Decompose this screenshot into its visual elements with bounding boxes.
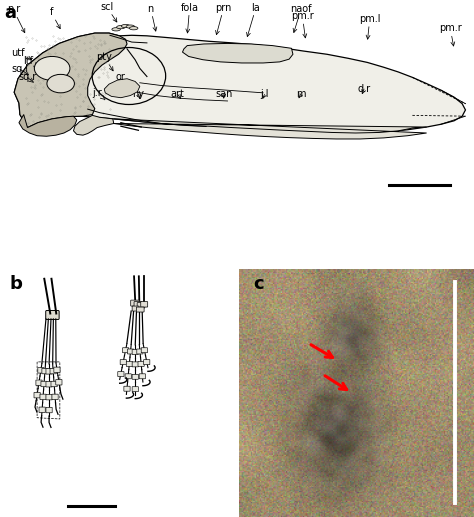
Text: d.r: d.r: [357, 84, 371, 94]
FancyBboxPatch shape: [46, 311, 59, 320]
Text: f: f: [49, 7, 60, 28]
FancyBboxPatch shape: [52, 394, 58, 400]
Polygon shape: [14, 33, 465, 133]
Text: naof: naof: [290, 5, 312, 33]
Text: n: n: [147, 4, 157, 31]
FancyBboxPatch shape: [126, 361, 133, 367]
FancyBboxPatch shape: [54, 367, 60, 373]
Text: j.r: j.r: [92, 88, 105, 100]
FancyBboxPatch shape: [34, 392, 40, 398]
Text: fola: fola: [181, 3, 199, 33]
FancyBboxPatch shape: [40, 394, 46, 400]
FancyBboxPatch shape: [137, 307, 144, 312]
FancyBboxPatch shape: [132, 374, 138, 379]
FancyBboxPatch shape: [144, 360, 150, 364]
Text: hy: hy: [132, 89, 145, 99]
Polygon shape: [182, 43, 293, 63]
FancyBboxPatch shape: [132, 306, 139, 311]
FancyBboxPatch shape: [132, 387, 138, 392]
Ellipse shape: [129, 26, 138, 30]
Polygon shape: [104, 79, 140, 98]
Text: sq.l: sq.l: [11, 64, 28, 74]
Polygon shape: [19, 115, 77, 136]
Text: pm.r: pm.r: [439, 23, 462, 46]
Polygon shape: [14, 33, 127, 128]
FancyBboxPatch shape: [36, 380, 42, 386]
Ellipse shape: [126, 25, 135, 28]
Ellipse shape: [121, 24, 130, 28]
FancyBboxPatch shape: [50, 368, 56, 374]
FancyBboxPatch shape: [141, 348, 147, 353]
Text: pm.r: pm.r: [291, 11, 314, 38]
Text: a: a: [4, 4, 16, 22]
FancyBboxPatch shape: [132, 362, 138, 367]
Text: ltf: ltf: [23, 56, 38, 66]
Text: utf: utf: [11, 48, 31, 60]
FancyBboxPatch shape: [118, 372, 124, 376]
Ellipse shape: [47, 74, 74, 93]
FancyBboxPatch shape: [46, 369, 52, 374]
Polygon shape: [114, 119, 427, 139]
Polygon shape: [73, 115, 114, 135]
Text: pty: pty: [96, 52, 113, 71]
FancyBboxPatch shape: [56, 379, 62, 385]
FancyBboxPatch shape: [46, 382, 52, 387]
FancyBboxPatch shape: [42, 368, 48, 374]
FancyBboxPatch shape: [138, 361, 144, 367]
Text: scl: scl: [100, 2, 117, 22]
Text: prn: prn: [216, 3, 232, 35]
FancyBboxPatch shape: [38, 368, 44, 373]
FancyBboxPatch shape: [51, 381, 57, 387]
Text: j.l: j.l: [260, 89, 269, 99]
Text: b: b: [9, 275, 22, 293]
Text: san: san: [215, 89, 232, 99]
FancyBboxPatch shape: [137, 349, 143, 354]
Ellipse shape: [117, 25, 125, 29]
FancyBboxPatch shape: [123, 348, 129, 353]
FancyBboxPatch shape: [128, 349, 134, 354]
FancyBboxPatch shape: [134, 301, 142, 307]
FancyBboxPatch shape: [120, 360, 127, 364]
FancyBboxPatch shape: [41, 381, 47, 387]
Text: or: or: [116, 71, 126, 82]
Text: la: la: [246, 3, 260, 37]
Text: m: m: [296, 88, 306, 99]
Text: pm.l: pm.l: [359, 14, 381, 39]
FancyBboxPatch shape: [141, 301, 148, 307]
FancyBboxPatch shape: [131, 300, 139, 306]
FancyBboxPatch shape: [137, 302, 145, 308]
Ellipse shape: [112, 28, 120, 31]
FancyBboxPatch shape: [125, 374, 131, 379]
FancyBboxPatch shape: [46, 394, 52, 400]
Text: c: c: [254, 275, 264, 293]
Text: p.r: p.r: [7, 5, 25, 33]
FancyBboxPatch shape: [139, 374, 146, 379]
Text: art: art: [171, 89, 185, 99]
FancyBboxPatch shape: [46, 407, 52, 413]
FancyBboxPatch shape: [39, 407, 45, 413]
FancyBboxPatch shape: [132, 349, 138, 355]
Ellipse shape: [34, 56, 70, 80]
Text: sq.r: sq.r: [18, 72, 36, 82]
FancyBboxPatch shape: [124, 386, 130, 391]
